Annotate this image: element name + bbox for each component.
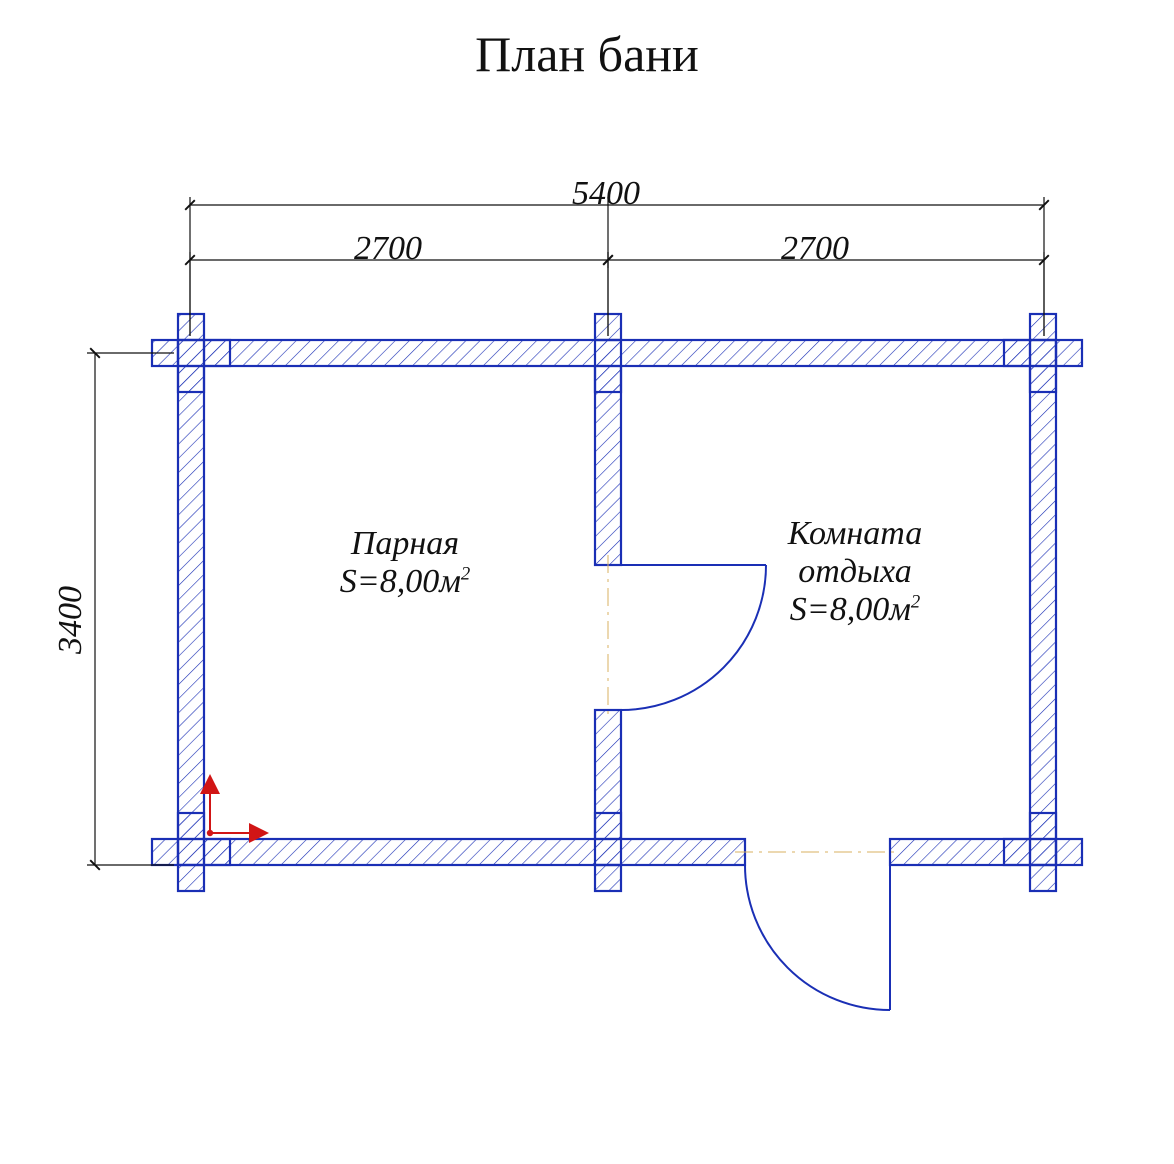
dim-top-right: 2700 (781, 230, 849, 268)
room-name: Комнатаотдыха (725, 515, 985, 591)
dim-top-total: 5400 (572, 175, 640, 213)
room-area: S=8,00м2 (725, 591, 985, 629)
room-area: S=8,00м2 (275, 563, 535, 601)
floor-plan-stage: План бани 5400270027003400ПарнаяS=8,00м2… (0, 0, 1174, 1164)
dim-left-total: 3400 (52, 586, 90, 654)
room-label-1: КомнатаотдыхаS=8,00м2 (725, 515, 985, 629)
room-name: Парная (275, 525, 535, 563)
dim-top-left: 2700 (354, 230, 422, 268)
room-label-0: ПарнаяS=8,00м2 (275, 525, 535, 601)
